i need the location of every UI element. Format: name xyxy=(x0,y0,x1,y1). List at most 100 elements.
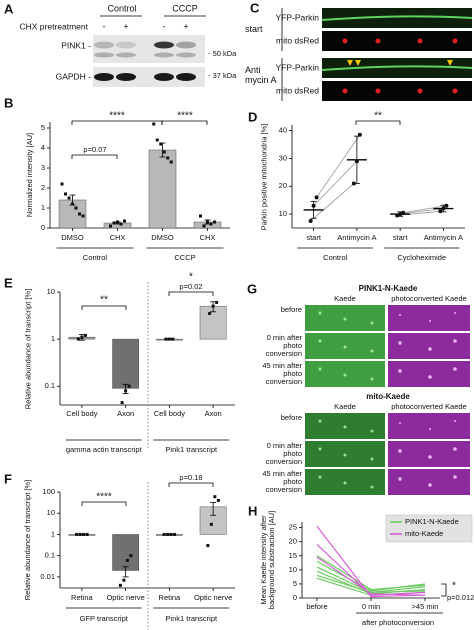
lane-sign: - xyxy=(103,21,106,31)
annotation: * xyxy=(189,272,193,283)
data-point xyxy=(351,181,356,186)
y-tick-label: 25 xyxy=(289,523,297,532)
trace-line xyxy=(316,525,426,598)
y-tick-label: 0.1 xyxy=(45,381,55,390)
data-point xyxy=(202,224,206,228)
trace-line xyxy=(316,544,426,596)
data-point xyxy=(441,206,446,211)
column-header: photoconverted Kaede xyxy=(391,294,466,303)
data-point xyxy=(354,159,359,164)
micrograph-detail xyxy=(370,485,374,489)
block-title: mito-Kaede xyxy=(366,392,410,401)
data-point xyxy=(208,311,212,315)
panel-letter: G xyxy=(247,281,257,296)
significance-bracket xyxy=(441,583,447,597)
data-point xyxy=(71,202,74,206)
data-point xyxy=(123,219,126,223)
blot-label: GAPDH - xyxy=(56,71,92,81)
y-tick-label: 1 xyxy=(51,529,55,538)
lane-sign: + xyxy=(183,21,188,31)
micrograph-detail xyxy=(453,367,457,371)
micrograph-detail xyxy=(370,377,374,381)
data-point xyxy=(78,212,81,216)
data-point xyxy=(159,142,163,146)
micrograph-detail xyxy=(398,449,402,453)
micrograph-detail xyxy=(318,447,322,451)
micrograph xyxy=(322,31,472,51)
data-point xyxy=(85,532,89,536)
group-label: GFP transcript xyxy=(80,614,129,623)
blot-band xyxy=(154,52,174,58)
x-tick-label: Optic nerve xyxy=(194,593,232,602)
micrograph-detail xyxy=(321,65,473,71)
data-point xyxy=(116,220,119,224)
data-point xyxy=(112,221,116,225)
y-tick-label: 0.1 xyxy=(45,551,55,560)
data-point xyxy=(209,222,213,226)
x-tick-label: start xyxy=(393,233,409,242)
micrograph-detail xyxy=(375,88,381,94)
y-axis-label: Parkin positive mitochondria [%] xyxy=(259,123,268,230)
micrograph-detail xyxy=(375,38,381,44)
y-tick-label: 0.01 xyxy=(40,572,55,581)
block-title: PINK1-N-Kaede xyxy=(359,284,418,293)
data-point xyxy=(216,498,220,502)
column-header: Kaede xyxy=(334,402,356,411)
x-tick-label: Antimycin A xyxy=(424,233,463,242)
micrograph-detail xyxy=(452,88,458,94)
x-tick-label: 0 min xyxy=(362,602,380,611)
micrograph-detail xyxy=(343,345,347,349)
arrowhead xyxy=(355,60,361,66)
micrograph-detail xyxy=(429,428,431,430)
panel-letter: B xyxy=(4,95,13,110)
micrograph-detail xyxy=(428,455,432,459)
legend-label: PINK1-N-Kaede xyxy=(405,517,459,526)
y-tick-label: 10 xyxy=(47,287,55,296)
x-tick-label: Axon xyxy=(205,409,222,418)
blot-band xyxy=(116,73,136,81)
trace-line xyxy=(316,555,426,591)
micrograph xyxy=(388,333,470,359)
micrograph-detail xyxy=(417,38,423,44)
size-marker: - 50 kDa xyxy=(208,49,237,58)
micrograph-detail xyxy=(453,447,457,451)
annotation: p=0.012 xyxy=(447,593,474,602)
y-tick-label: 40 xyxy=(279,126,287,135)
blot-band xyxy=(94,73,114,81)
micrograph-detail xyxy=(428,347,432,351)
y-tick-label: 5 xyxy=(293,579,297,588)
row-label: 45 min after photo conversion xyxy=(262,469,302,494)
data-point xyxy=(120,401,124,405)
data-point xyxy=(81,214,85,218)
group-label: Cycloheximide xyxy=(397,253,446,262)
panel-letter: H xyxy=(248,503,257,518)
y-tick-label: 30 xyxy=(279,153,287,162)
group-label: CCCP xyxy=(174,253,195,262)
significance-bracket xyxy=(168,482,214,487)
y-tick-label: 10 xyxy=(289,565,297,574)
arrowhead xyxy=(447,60,453,66)
group-label: Pink1 transcript xyxy=(165,614,218,623)
significance-bracket xyxy=(161,120,208,125)
bar xyxy=(112,534,139,571)
column-header: photoconverted Kaede xyxy=(391,402,466,411)
trace-line xyxy=(316,556,426,596)
y-tick-label: 20 xyxy=(279,181,287,190)
condition-label: Anti mycin A xyxy=(245,65,277,85)
panel-letter: D xyxy=(248,109,257,124)
micrograph-detail xyxy=(318,367,322,371)
blot-band xyxy=(116,52,136,58)
x-tick-label: >45 min xyxy=(412,602,439,611)
x-tick-label: CHX xyxy=(200,233,216,242)
data-point xyxy=(209,522,213,526)
pair-line xyxy=(313,160,358,207)
group-label: Pink1 transcript xyxy=(165,445,218,454)
annotation: ** xyxy=(374,111,382,122)
x-tick-label: Retina xyxy=(159,593,182,602)
data-point xyxy=(311,203,316,208)
data-point xyxy=(169,160,173,164)
micrograph-detail xyxy=(428,375,432,379)
micrograph-detail xyxy=(398,477,402,481)
significance-bracket xyxy=(81,501,127,506)
micrograph-detail xyxy=(370,457,374,461)
